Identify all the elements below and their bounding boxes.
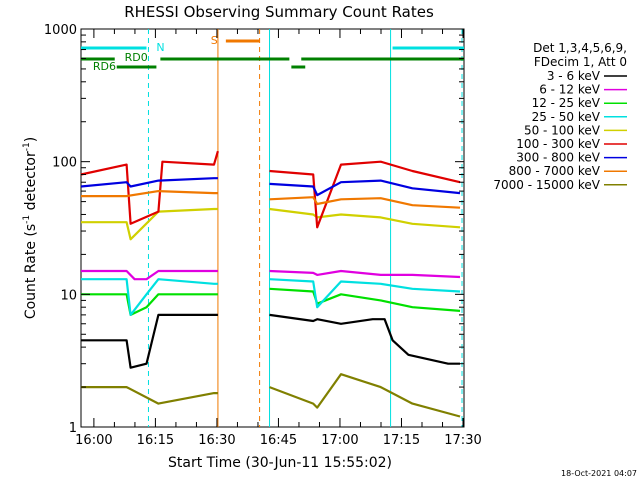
x-tick-label: 16:45 — [260, 433, 297, 448]
legend-entry-label: 7000 - 15000 keV — [493, 178, 600, 192]
series-line-6-b — [269, 179, 461, 197]
y-tick-label: 1 — [69, 421, 77, 436]
legend-entry-label: 100 - 300 keV — [516, 137, 600, 151]
legend: Det 1,3,4,5,6,9, FDecim 1, Att 0 3 - 6 k… — [493, 41, 627, 192]
legend-entry-label: 300 - 800 keV — [516, 151, 600, 165]
timestamp: 18-Oct-2021 04:07 — [561, 469, 637, 478]
flag-layer: N RD0 RD6 S — [81, 34, 464, 73]
x-tick-label: 16:00 — [75, 433, 112, 448]
legend-entry-label: 3 - 6 keV — [547, 69, 601, 83]
series-line-0-b — [269, 313, 460, 365]
series-line-7-b — [269, 196, 461, 209]
flag-label-rd0: RD0 — [125, 51, 148, 64]
series-line-3-a — [81, 278, 218, 316]
series-line-5-a — [80, 150, 219, 225]
y-tick-label: 100 — [52, 156, 77, 171]
series-line-1-b — [269, 269, 461, 279]
y-tick-label: 1000 — [44, 23, 77, 38]
legend-entry-label: 50 - 100 keV — [524, 123, 601, 137]
series-layer — [80, 150, 461, 418]
legend-entry-label: 25 - 50 keV — [532, 110, 601, 124]
x-tick-label: 16:30 — [198, 433, 235, 448]
plot-frame — [80, 28, 465, 428]
series-line-8-a — [81, 386, 218, 405]
series-line-4-a — [81, 207, 218, 241]
series-line-2-a — [81, 293, 218, 316]
series-line-3-b — [269, 278, 461, 309]
legend-entry-label: 6 - 12 keV — [539, 83, 601, 97]
chart-title: RHESSI Observing Summary Count Rates — [124, 3, 434, 21]
legend-entry-label: 12 - 25 keV — [532, 96, 601, 110]
y-axis-label: Count Rate (s-1 detector-1) — [22, 137, 39, 319]
legend-header-line-2: FDecim 1, Att 0 — [534, 55, 627, 69]
x-tick-label: 17:00 — [321, 433, 358, 448]
x-tick-label: 17:15 — [383, 433, 420, 448]
flag-label-n: N — [156, 41, 164, 54]
x-axis: 16:00 16:15 16:30 16:45 17:00 17:15 17:30 — [75, 29, 482, 448]
x-axis-label: Start Time (30-Jun-11 15:55:02) — [168, 455, 392, 471]
x-tick-label: 16:15 — [137, 433, 174, 448]
series-line-0-a — [81, 313, 218, 369]
series-line-1-a — [81, 269, 218, 281]
y-axis: 1 10 100 1000 — [44, 23, 464, 436]
flag-label-rd6: RD6 — [93, 60, 116, 73]
series-line-7-a — [81, 190, 218, 198]
series-line-2-b — [269, 287, 461, 312]
flag-label-s: S — [211, 34, 218, 47]
series-line-6-a — [80, 177, 218, 188]
night-gaps — [147, 29, 463, 427]
series-line-8-b — [269, 373, 461, 418]
legend-entry-label: 800 - 7000 keV — [509, 164, 601, 178]
legend-header-line-1: Det 1,3,4,5,6,9, — [533, 41, 627, 55]
plot-area: N RD0 RD6 S — [80, 28, 465, 428]
series-line-4-b — [269, 207, 461, 229]
x-tick-label: 17:30 — [444, 433, 481, 448]
y-tick-label: 10 — [60, 288, 77, 303]
series-line-5-b — [269, 160, 461, 229]
